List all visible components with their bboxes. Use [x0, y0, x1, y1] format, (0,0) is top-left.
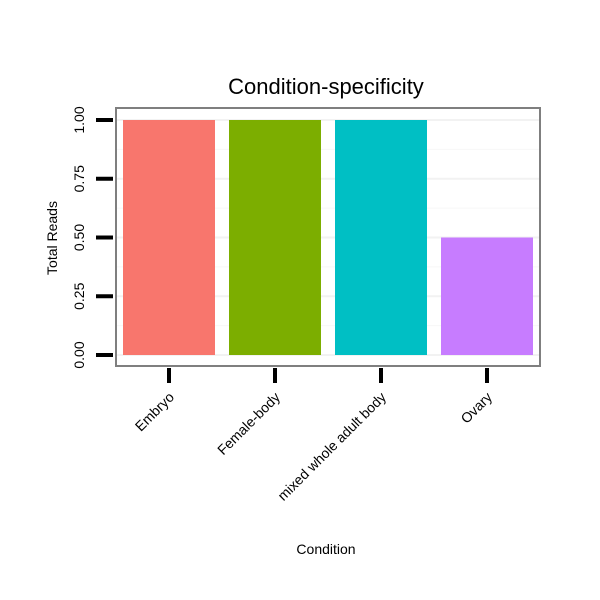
bar [335, 120, 427, 355]
y-axis-title: Total Reads [44, 201, 60, 275]
x-axis-title: Condition [296, 541, 355, 557]
y-tick-label: 0.25 [71, 282, 87, 309]
bar [441, 237, 533, 355]
x-tick-label: Ovary [457, 389, 495, 427]
x-tick-label: mixed whole adult body [274, 389, 389, 504]
plot-area [115, 107, 541, 367]
y-tick-label: 0.00 [71, 341, 87, 368]
chart-title: Condition-specificity [228, 74, 424, 99]
bar [229, 120, 321, 355]
x-tick-label: Female-body [214, 389, 283, 458]
x-tick-label: Embryo [132, 389, 178, 435]
plot-border [115, 107, 541, 367]
y-tick-label: 1.00 [71, 106, 87, 133]
bar [123, 120, 215, 355]
bars [123, 120, 533, 355]
y-tick-label: 0.75 [71, 165, 87, 192]
y-axis: 0.00 0.25 0.50 0.75 1.00 [71, 106, 113, 369]
y-tick-label: 0.50 [71, 224, 87, 251]
